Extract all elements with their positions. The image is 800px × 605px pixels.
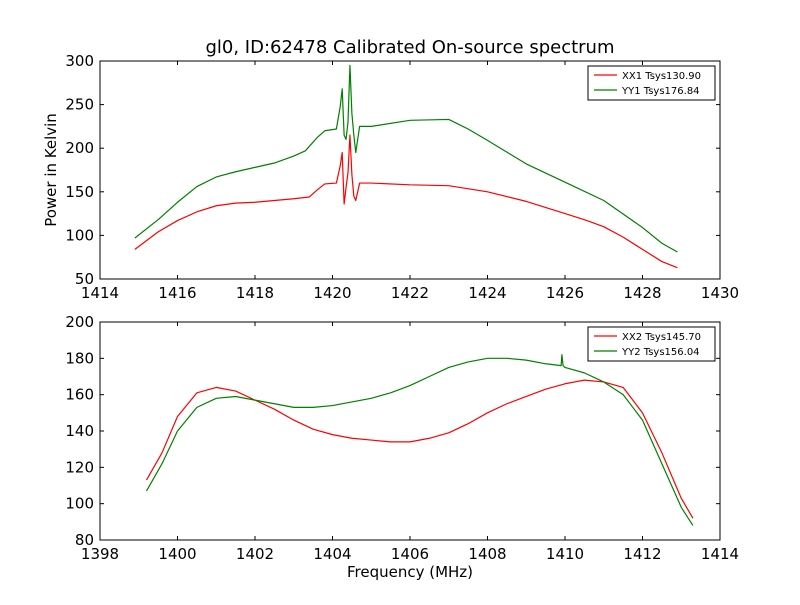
y-tick-label: 100 xyxy=(65,495,94,513)
x-tick-label: 1414 xyxy=(701,545,739,563)
legend: XX1 Tsys130.90 YY1 Tsys176.84 xyxy=(587,65,716,101)
series-line-xx xyxy=(134,134,678,269)
series-line-yy xyxy=(134,64,678,253)
y-tick-label: 140 xyxy=(65,422,94,440)
x-axis-label: Frequency (MHz) xyxy=(347,563,473,581)
y-tick-label: 150 xyxy=(65,183,94,201)
legend-box xyxy=(587,326,716,362)
x-tick-label: 1422 xyxy=(391,284,429,302)
legend-box xyxy=(587,65,716,101)
y-tick-label: 160 xyxy=(65,386,94,404)
x-tick-label: 1430 xyxy=(701,284,739,302)
x-tick-label: 1416 xyxy=(158,284,196,302)
series-line-xx xyxy=(145,379,694,519)
x-tick-label: 1424 xyxy=(468,284,506,302)
legend-label: YY1 Tsys176.84 xyxy=(621,86,700,97)
legend-label: YY2 Tsys156.04 xyxy=(621,347,700,358)
x-tick-label: 1412 xyxy=(623,545,661,563)
x-tick-label: 1400 xyxy=(158,545,196,563)
y-tick-label: 80 xyxy=(75,531,94,549)
y-tick-label: 200 xyxy=(65,313,94,331)
legend-label: XX1 Tsys130.90 xyxy=(622,71,701,82)
top-subplot: 1414 1416 1418 1420 1422 1424 1426 1428 1430 50 10… xyxy=(42,52,739,302)
x-tick-label: 1404 xyxy=(313,545,351,563)
x-tick-label: 1402 xyxy=(236,545,274,563)
y-tick-label: 300 xyxy=(65,52,94,70)
x-tick-label: 1414 xyxy=(81,284,119,302)
x-tick-label: 1410 xyxy=(546,545,584,563)
chart-title: gl0, ID:62478 Calibrated On-source spect… xyxy=(205,37,614,58)
y-tick-label: 100 xyxy=(65,226,94,244)
y-tick-label: 120 xyxy=(65,458,94,476)
x-tick-label: 1428 xyxy=(623,284,661,302)
bottom-subplot: 1398 1400 1402 1404 1406 1408 1410 1412 1414 80 10… xyxy=(65,313,739,581)
x-tick-label: 1418 xyxy=(236,284,274,302)
y-tick-label: 200 xyxy=(65,139,94,157)
series-line-yy xyxy=(145,354,694,526)
y-tick-label: 180 xyxy=(65,349,94,367)
y-tick-label: 250 xyxy=(65,96,94,114)
legend: XX2 Tsys145.70 YY2 Tsys156.04 xyxy=(587,326,716,362)
x-tick-label: 1398 xyxy=(81,545,119,563)
x-tick-label: 1426 xyxy=(546,284,584,302)
legend-label: XX2 Tsys145.70 xyxy=(622,332,701,343)
y-axis-label: Power in Kelvin xyxy=(42,113,60,227)
x-tick-label: 1406 xyxy=(391,545,429,563)
x-tick-label: 1408 xyxy=(468,545,506,563)
x-tick-label: 1420 xyxy=(313,284,351,302)
y-tick-label: 50 xyxy=(75,270,94,288)
